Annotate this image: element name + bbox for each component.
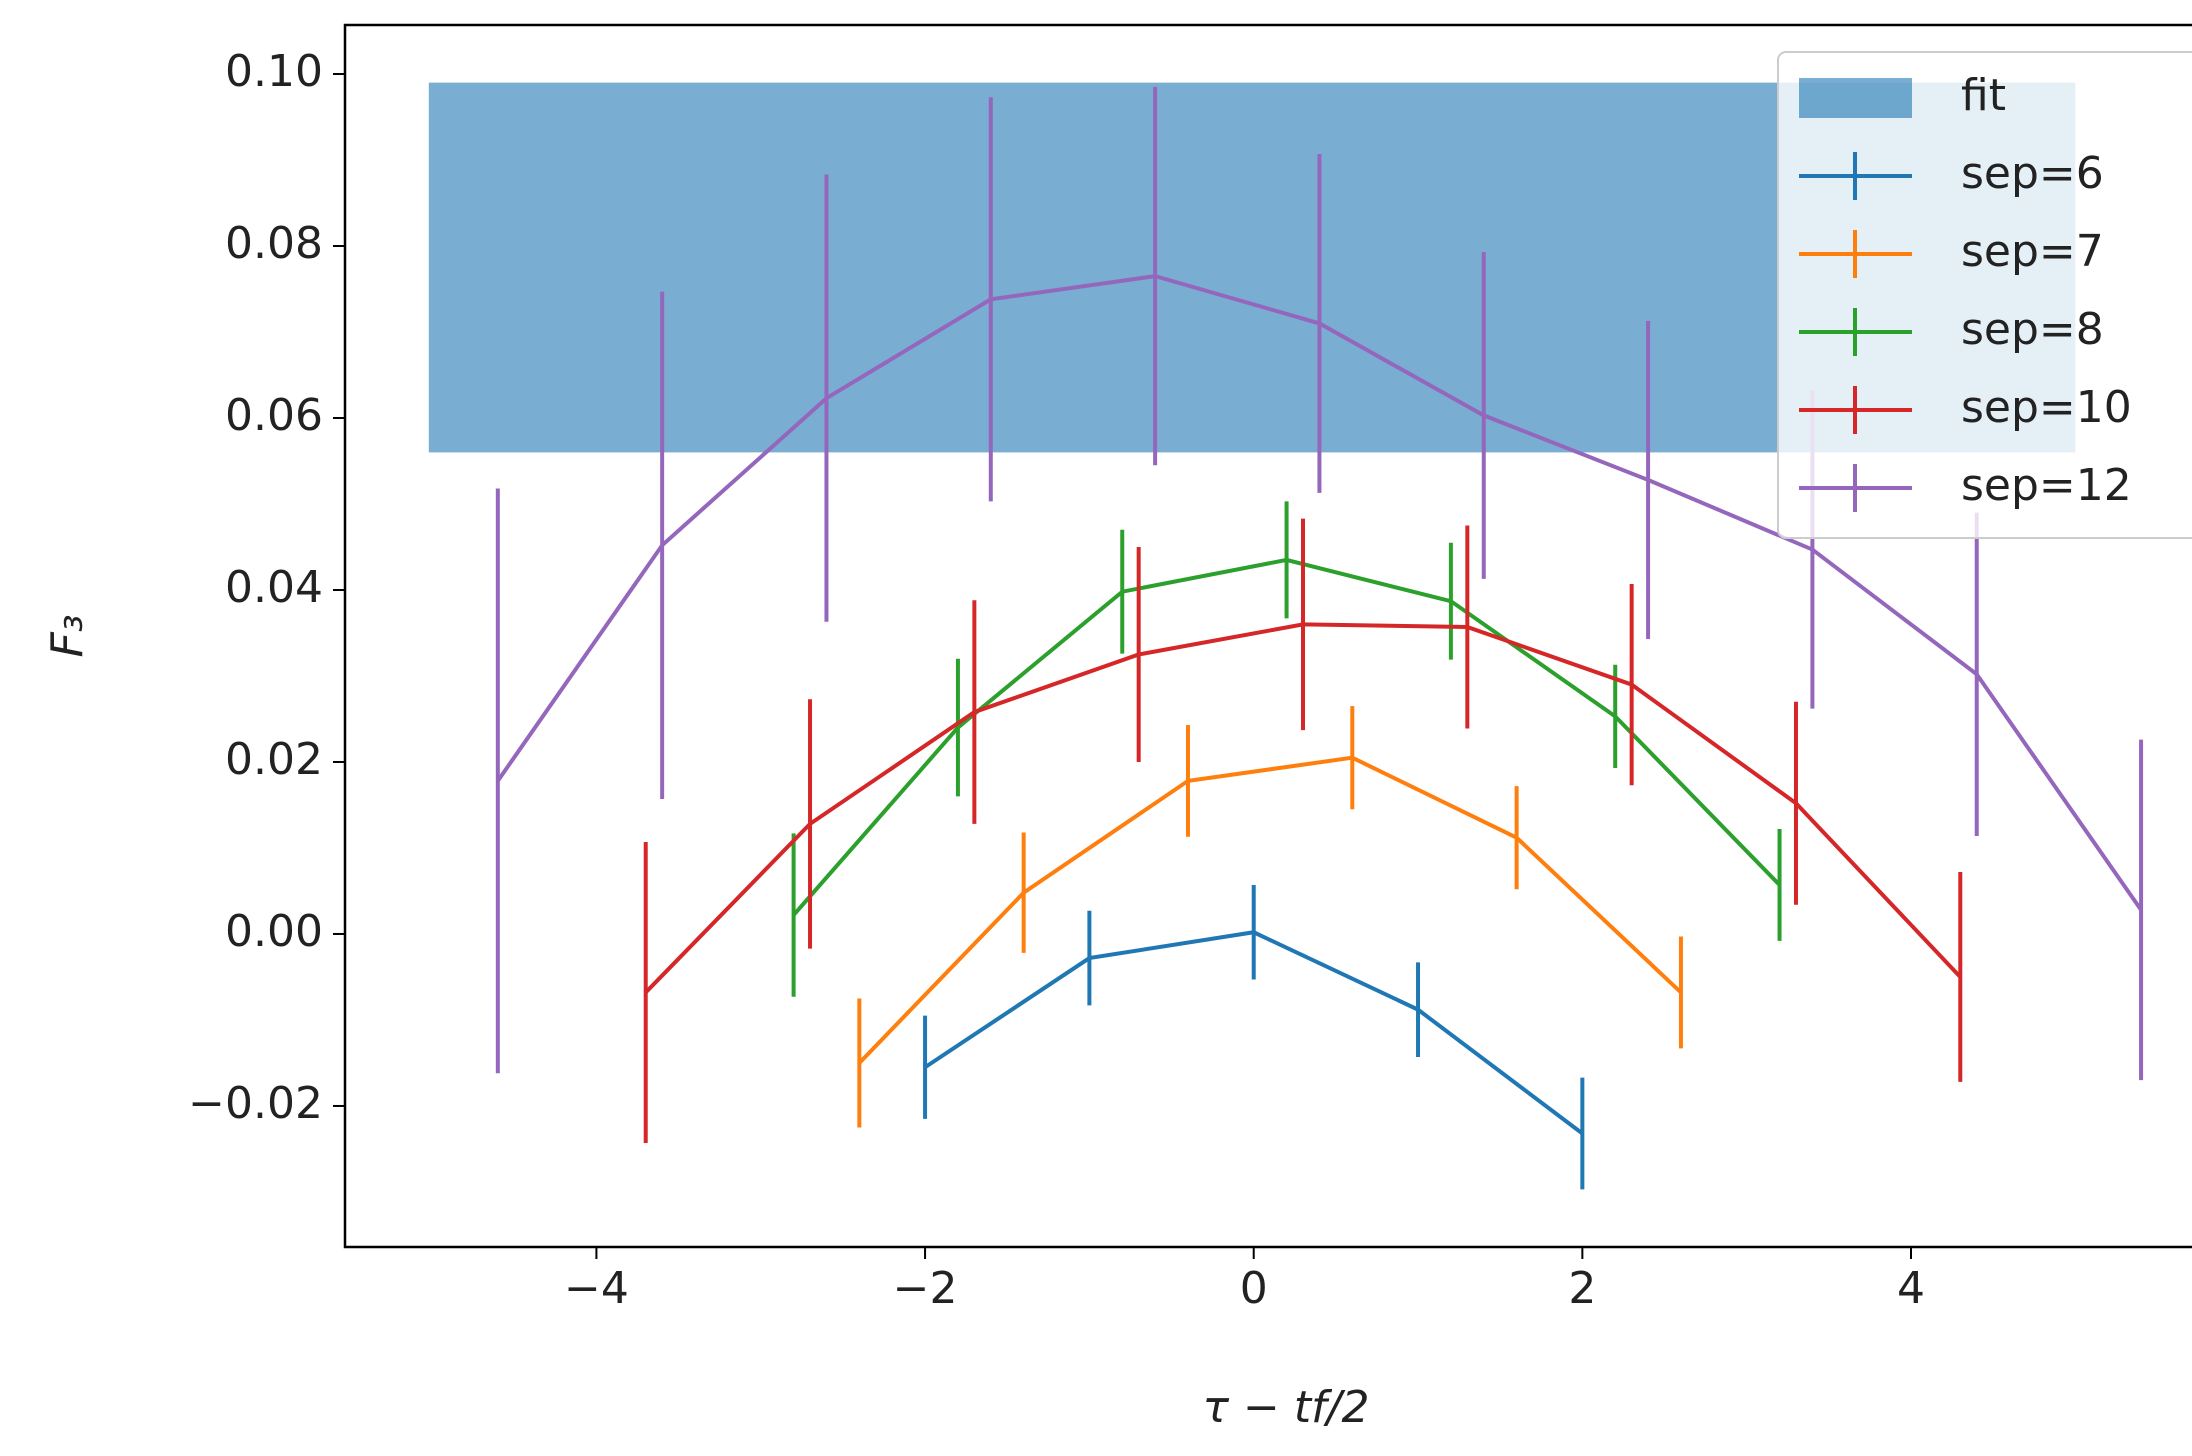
x-tick-label: 2 [1568,1263,1596,1314]
legend-label: sep=8 [1961,304,2104,355]
legend-swatch [1799,78,1912,118]
legend-label: fit [1961,70,2006,121]
chart: τ − tf/2 F₃ −4 −2 0 2 4 −0.02 0.00 0.02 0.04 0.06… [0,0,2192,1456]
y-tick-label: −0.02 [188,1078,323,1129]
legend-label: sep=12 [1961,460,2132,511]
x-tick-label: −4 [564,1263,629,1314]
y-axis-label: F₃ [42,615,93,658]
y-tick-label: 0.02 [225,734,323,785]
legend-label: sep=10 [1961,382,2132,433]
y-tick-label: 0.08 [225,218,323,269]
x-tick-label: −2 [893,1263,958,1314]
series-line [859,758,1681,1063]
x-axis-label: τ − tf/2 [1203,1382,1370,1433]
y-tick-label: 0.04 [225,562,323,613]
y-tick-label: 0.06 [225,390,323,441]
y-tick-label: 0.10 [225,46,323,97]
legend-label: sep=6 [1961,148,2104,199]
x-tick-label: 4 [1897,1263,1925,1314]
legend-label: sep=7 [1961,226,2104,277]
page: τ − tf/2 F₃ −4 −2 0 2 4 −0.02 0.00 0.02 0.04 0.06… [0,0,2192,1456]
y-tick-label: 0.00 [225,906,323,957]
x-tick-label: 0 [1240,1263,1268,1314]
